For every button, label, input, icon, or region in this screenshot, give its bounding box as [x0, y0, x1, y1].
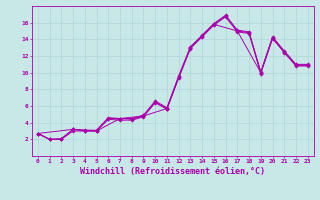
X-axis label: Windchill (Refroidissement éolien,°C): Windchill (Refroidissement éolien,°C)	[80, 167, 265, 176]
